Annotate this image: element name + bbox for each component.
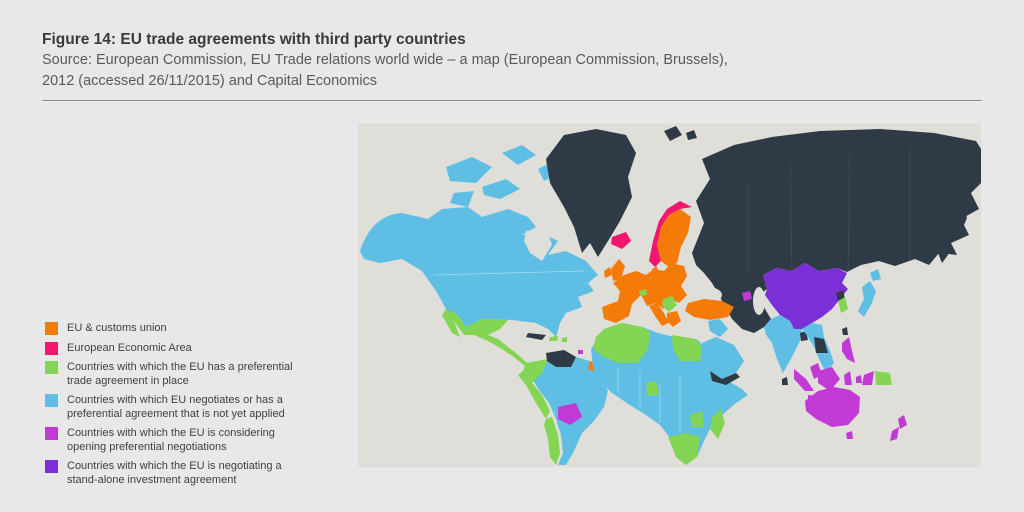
legend-swatch-pink	[45, 341, 58, 355]
region-russia-central-asia	[692, 129, 981, 333]
region-philippines	[842, 337, 855, 363]
region-taiwan	[842, 327, 848, 335]
region-papua-new-guinea	[875, 371, 892, 385]
region-cuba	[526, 333, 546, 340]
region-north-korea	[836, 290, 845, 301]
legend-item-eu-customs-union: EU & customs union	[45, 322, 325, 336]
legend-item-investment-agreement: Countries with which the EU is negotiati…	[45, 460, 325, 487]
legend-label: Countries with which the EU is negotiati…	[67, 460, 282, 486]
hudson-bay	[524, 227, 552, 261]
world-map-panel	[358, 123, 981, 467]
legend-item-preferential-in-place: Countries with which the EU has a prefer…	[45, 361, 325, 388]
legend-swatch-orange	[45, 322, 58, 335]
region-japan	[858, 269, 881, 317]
region-andean-green	[518, 359, 560, 465]
figure-source-line1: Source: European Commission, EU Trade re…	[42, 52, 728, 68]
figure-header: Figure 14: EU trade agreements with thir…	[42, 30, 982, 91]
region-egypt	[672, 335, 702, 361]
legend-item-negotiates-not-applied: Countries with which EU negotiates or ha…	[45, 394, 325, 421]
region-trinidad	[578, 350, 583, 354]
region-zimbabwe-mozambique	[690, 411, 704, 427]
legend-label: Countries with which the EU has a prefer…	[67, 361, 293, 387]
region-yemen-oman	[710, 371, 740, 385]
region-turkey	[685, 299, 734, 320]
region-caribbean-islands	[549, 336, 567, 342]
region-madagascar	[710, 409, 725, 439]
region-sri-lanka	[782, 377, 788, 385]
region-guyanas	[572, 357, 590, 373]
region-arctic-archipelago	[446, 145, 556, 207]
region-switzerland	[639, 289, 647, 296]
region-western-balkans	[662, 296, 677, 312]
region-venezuela	[546, 350, 576, 367]
region-greenland	[546, 129, 636, 257]
region-maghreb	[593, 323, 650, 363]
region-cameroon	[646, 381, 659, 396]
africa-borders	[617, 367, 681, 433]
figure-source-line2: 2012 (accessed 26/11/2015) and Capital E…	[42, 72, 378, 89]
header-divider	[42, 100, 982, 101]
legend-swatch-green	[45, 361, 58, 374]
legend-item-eea: European Economic Area	[45, 341, 325, 356]
us-canada-border	[433, 270, 585, 276]
region-new-zealand	[890, 415, 907, 441]
legend-swatch-magenta	[45, 427, 58, 440]
region-south-africa	[668, 433, 700, 465]
legend-label: EU & customs union	[67, 322, 167, 334]
black-sea	[694, 287, 722, 303]
central-asia-borders	[747, 148, 911, 273]
region-norway	[649, 201, 692, 267]
figure-title: Figure 14: EU trade agreements with thir…	[42, 31, 466, 48]
legend-swatch-blue	[45, 394, 58, 407]
legend-item-considering-negotiations: Countries with which the EU is consideri…	[45, 427, 325, 454]
world-map	[358, 123, 981, 467]
region-georgia	[742, 291, 752, 301]
region-arabia	[700, 319, 744, 379]
region-kamchatka-sakhalin	[938, 201, 967, 263]
legend-label: Countries with which EU negotiates or ha…	[67, 394, 285, 420]
region-china	[763, 263, 848, 329]
legend-swatch-purple	[45, 460, 58, 473]
region-malaysia-indonesia	[794, 363, 874, 403]
region-iceland	[611, 232, 631, 249]
map-legend: EU & customs union European Economic Are…	[45, 322, 325, 487]
region-laos-cambodia	[814, 337, 828, 353]
legend-label: Countries with which the EU is consideri…	[67, 427, 275, 453]
region-south-korea	[838, 297, 848, 313]
region-bolivia	[558, 403, 582, 425]
region-pakistan-india	[764, 315, 802, 373]
legend-label: European Economic Area	[67, 341, 192, 354]
caspian-sea	[753, 287, 765, 315]
region-svalbard	[664, 126, 697, 141]
region-australia	[805, 387, 860, 439]
